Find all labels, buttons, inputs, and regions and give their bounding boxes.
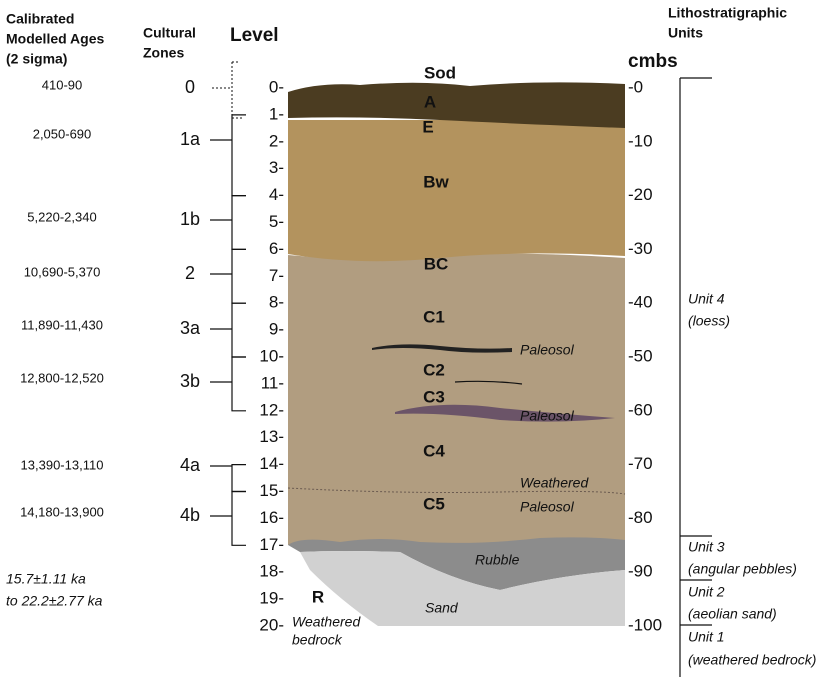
depth-label: -100 (628, 615, 662, 634)
level-label: 3- (269, 158, 284, 177)
header: Level (230, 25, 279, 46)
zone-bracket (210, 303, 246, 357)
header: Calibrated (6, 11, 74, 27)
level-label: 9- (269, 320, 284, 339)
horizon-label: C3 (423, 387, 445, 406)
age-label: 10,690-5,370 (24, 264, 101, 279)
zone-label: 1a (180, 129, 201, 149)
header: cmbs (628, 51, 678, 72)
age-range: to 22.2±2.77 ka (6, 593, 103, 609)
unit-name: Unit 3 (688, 539, 725, 555)
header: Lithostratigraphic (668, 5, 787, 21)
age-label: 12,800-12,520 (20, 370, 104, 385)
zone-label: 3a (180, 318, 201, 338)
annotation: bedrock (292, 632, 343, 648)
header: Modelled Ages (6, 31, 104, 47)
zone-bracket (210, 115, 246, 196)
level-label: 15- (259, 481, 284, 500)
depth-label: -10 (628, 131, 653, 150)
level-label: 5- (269, 212, 284, 231)
zone-bracket (210, 196, 246, 250)
annotation: Weathered (520, 475, 589, 491)
unit-name: Unit 2 (688, 584, 725, 600)
depth-label: -80 (628, 508, 653, 527)
horizon-label: C4 (423, 441, 445, 460)
horizon-label: BC (424, 254, 449, 273)
age-label: 11,890-11,430 (21, 317, 103, 332)
age-label: 14,180-13,900 (20, 504, 104, 519)
depth-label: -30 (628, 239, 653, 258)
level-label: 18- (259, 562, 284, 581)
level-label: 11- (261, 373, 284, 392)
horizon-label: C1 (423, 307, 445, 326)
annotation: Paleosol (520, 342, 575, 358)
level-label: 16- (259, 508, 284, 527)
age-range: 15.7±1.11 ka (6, 571, 86, 587)
unit-name: Unit 4 (688, 291, 725, 307)
depth-label: -50 (628, 346, 653, 365)
age-label: 2,050-690 (33, 126, 92, 141)
header: Cultural (143, 25, 196, 41)
zone-label: 4a (180, 455, 201, 475)
level-label: 4- (269, 185, 284, 204)
soil-profile (288, 82, 625, 626)
annotation: Rubble (475, 552, 520, 568)
header: Zones (143, 45, 184, 61)
annotation: Paleosol (520, 499, 575, 515)
zone-label: 0 (185, 77, 195, 97)
level-label: 6- (269, 239, 284, 258)
zone-label: 1b (180, 209, 200, 229)
loess-layer (288, 253, 625, 545)
horizon-label: C5 (423, 494, 445, 513)
zone-label: 3b (180, 371, 200, 391)
header: Units (668, 25, 703, 41)
age-label: 410-90 (42, 77, 82, 92)
zone-bracket (210, 492, 246, 546)
level-label: 14- (259, 454, 284, 473)
unit-desc: (weathered bedrock) (688, 652, 816, 668)
zone-bracket (212, 62, 244, 118)
depth-label: -40 (628, 293, 653, 312)
level-label: 2- (269, 131, 284, 150)
header: (2 sigma) (6, 51, 67, 67)
depth-label: -60 (628, 400, 653, 419)
horizon-label: C2 (423, 360, 445, 379)
annotation: Paleosol (520, 408, 575, 424)
stratigraphy-diagram: Calibrated Modelled Ages (2 sigma) Cultu… (0, 0, 837, 677)
unit-desc: (angular pebbles) (688, 561, 797, 577)
unit-name: Unit 1 (688, 629, 725, 645)
level-label: 7- (269, 266, 284, 285)
level-label: 13- (259, 427, 284, 446)
horizon-label: R (312, 587, 324, 606)
unit-desc: (aeolian sand) (688, 606, 777, 622)
e-bw-layer (288, 120, 625, 261)
horizon-label: Bw (423, 172, 449, 191)
horizon-label: Sod (424, 63, 456, 82)
horizon-label: E (422, 117, 433, 136)
unit-desc: (loess) (688, 313, 730, 329)
age-label: 13,390-13,110 (21, 457, 104, 472)
depth-label: -90 (628, 562, 653, 581)
level-label: 12- (259, 400, 284, 419)
annotation: Weathered (292, 614, 361, 630)
zone-label: 4b (180, 505, 200, 525)
annotation: Sand (425, 600, 459, 616)
zone-bracket (210, 357, 246, 411)
zone-bracket (210, 465, 246, 492)
level-label: 20- (259, 615, 284, 634)
level-label: 10- (259, 346, 284, 365)
level-label: 1- (269, 104, 284, 123)
depth-label: -70 (628, 454, 653, 473)
level-label: 0- (269, 77, 284, 96)
level-label: 19- (259, 589, 284, 608)
age-label: 5,220-2,340 (27, 209, 96, 224)
level-label: 8- (269, 293, 284, 312)
depth-label: -20 (628, 185, 653, 204)
depth-label: -0 (628, 77, 643, 96)
horizon-label: A (424, 92, 436, 111)
zone-bracket (210, 249, 246, 303)
level-label: 17- (259, 535, 284, 554)
zone-label: 2 (185, 263, 195, 283)
